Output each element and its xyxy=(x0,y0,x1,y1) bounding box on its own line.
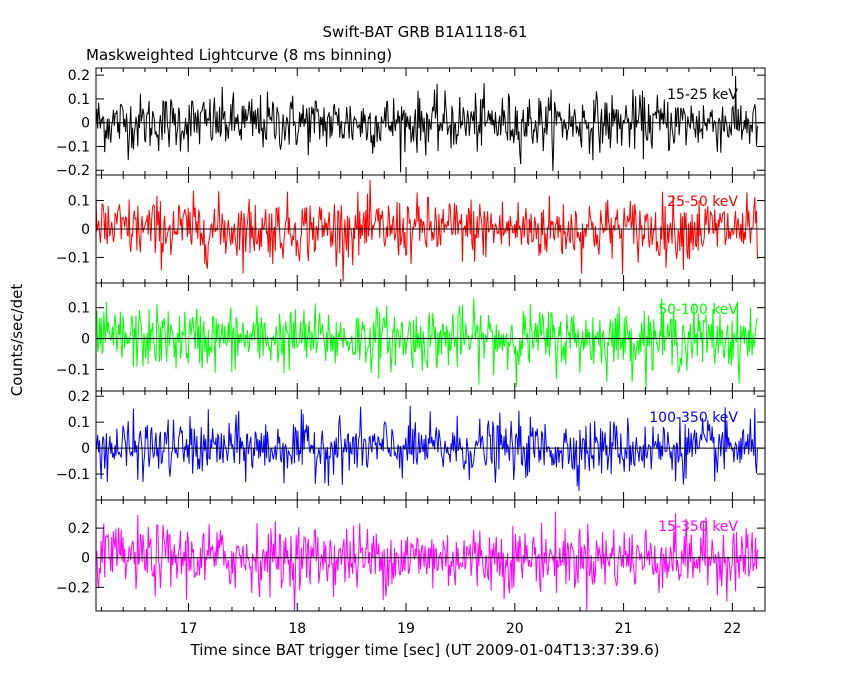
panels-group: −0.2 −0.1 0 0.1 0.2 15-25 keV −0.1 0 0.1 25-50 ke… xyxy=(56,67,766,637)
x-tick-label: 22 xyxy=(723,621,741,637)
panel-4: −0.1 0 0.1 0.2 100-350 keV xyxy=(56,389,766,501)
y-tick-label: 0.2 xyxy=(68,521,90,537)
panel-5: −0.2 0 0.2 15-350 keV 17 18 19 20 21 22 xyxy=(56,499,766,637)
lightcurve-series-2 xyxy=(95,179,758,282)
lightcurve-series-4 xyxy=(95,405,758,492)
y-tick-label: −0.1 xyxy=(56,362,90,378)
y-tick-label: 0.1 xyxy=(68,92,90,108)
y-tick-label: 0.1 xyxy=(68,301,90,317)
x-tick-label: 17 xyxy=(180,621,198,637)
y-tick-label: 0.2 xyxy=(68,389,90,405)
y-tick-label: −0.1 xyxy=(56,250,90,266)
band-label: 50-100 keV xyxy=(658,302,738,318)
y-tick-label: 0 xyxy=(81,332,90,348)
y-tick-label: −0.1 xyxy=(56,139,90,155)
x-tick-label: 18 xyxy=(288,621,306,637)
x-tick-label: 20 xyxy=(506,621,524,637)
y-tick-label: −0.2 xyxy=(56,163,90,179)
lightcurve-series-3 xyxy=(95,298,758,390)
y-tick-label: 0 xyxy=(81,441,90,457)
panel-frame xyxy=(95,499,766,612)
band-label: 15-350 keV xyxy=(658,519,738,535)
lightcurve-series-5 xyxy=(95,511,758,611)
band-label: 15-25 keV xyxy=(667,87,738,103)
y-tick-label: −0.1 xyxy=(56,467,90,483)
y-axis-label: Counts/sec/det xyxy=(8,284,26,397)
x-axis-label: Time since BAT trigger time [sec] (UT 20… xyxy=(190,641,660,659)
y-tick-label: 0.1 xyxy=(68,194,90,210)
y-tick-label: 0 xyxy=(81,116,90,132)
band-label: 25-50 keV xyxy=(667,194,738,210)
x-tick-label: 21 xyxy=(615,621,633,637)
lightcurve-series-1 xyxy=(95,75,758,173)
chart-title: Swift-BAT GRB B1A1118-61 xyxy=(323,23,528,41)
x-tick-label: 19 xyxy=(397,621,415,637)
y-tick-label: 0 xyxy=(81,551,90,567)
panel-2: −0.1 0 0.1 25-50 keV xyxy=(56,174,766,284)
panel-3: −0.1 0 0.1 50-100 keV xyxy=(56,282,766,392)
chart-subtitle: Maskweighted Lightcurve (8 ms binning) xyxy=(86,46,392,64)
band-label: 100-350 keV xyxy=(649,410,738,426)
y-tick-label: 0.1 xyxy=(68,415,90,431)
y-tick-label: −0.2 xyxy=(56,580,90,596)
panel-1: −0.2 −0.1 0 0.1 0.2 15-25 keV xyxy=(56,67,766,179)
y-tick-label: 0 xyxy=(81,222,90,238)
y-tick-label: 0.2 xyxy=(68,68,90,84)
